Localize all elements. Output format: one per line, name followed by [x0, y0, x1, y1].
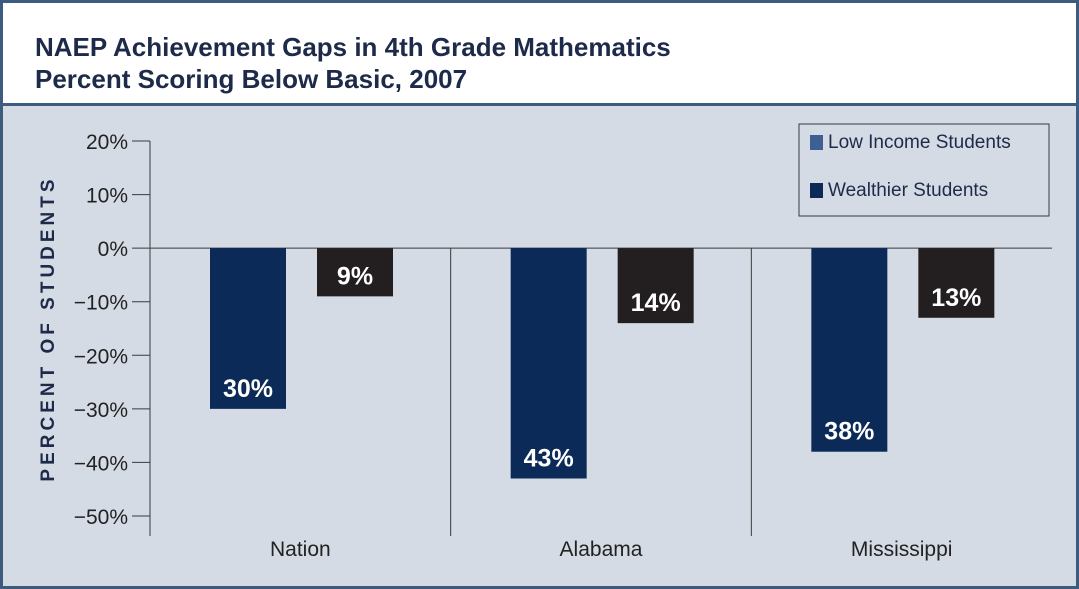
y-tick-label: −20%: [74, 345, 128, 368]
legend-box: [798, 123, 1050, 217]
y-tick-label: −10%: [74, 292, 128, 315]
chart-title: NAEP Achievement Gaps in 4th Grade Mathe…: [35, 32, 671, 62]
legend-label: Wealthier Students: [828, 180, 988, 201]
bar-data-label: 30%: [223, 375, 273, 403]
bar: [317, 248, 393, 297]
x-category-label: Alabama: [560, 538, 643, 561]
bar-data-label: 9%: [337, 262, 373, 290]
y-tick-label: −30%: [74, 399, 128, 422]
title-box: NAEP Achievement Gaps in 4th Grade Mathe…: [3, 3, 1076, 106]
x-category-label: Mississippi: [851, 538, 953, 561]
bar: [918, 248, 995, 318]
chart-subtitle: Percent Scoring Below Basic, 2007: [35, 64, 468, 94]
y-axis-title: PERCENT OF STUDENTS: [38, 175, 59, 481]
bar-data-label: 13%: [931, 284, 981, 312]
bar-data-label: 14%: [631, 289, 681, 317]
y-tick-label: −40%: [74, 452, 128, 475]
bar-data-label: 43%: [524, 445, 574, 473]
legend-swatch: [810, 135, 823, 150]
legend-label: Low Income Students: [828, 132, 1011, 153]
bar: [510, 248, 587, 479]
y-tick-label: 20%: [86, 131, 128, 154]
y-tick-label: 10%: [86, 185, 128, 208]
bar: [811, 248, 888, 452]
bar: [210, 248, 286, 409]
y-tick-label: 0%: [98, 238, 128, 261]
y-tick-label: −50%: [74, 506, 128, 529]
bar-data-label: 38%: [824, 418, 874, 446]
x-category-label: Nation: [270, 538, 331, 561]
bar: [617, 248, 694, 324]
legend-swatch: [810, 183, 823, 198]
